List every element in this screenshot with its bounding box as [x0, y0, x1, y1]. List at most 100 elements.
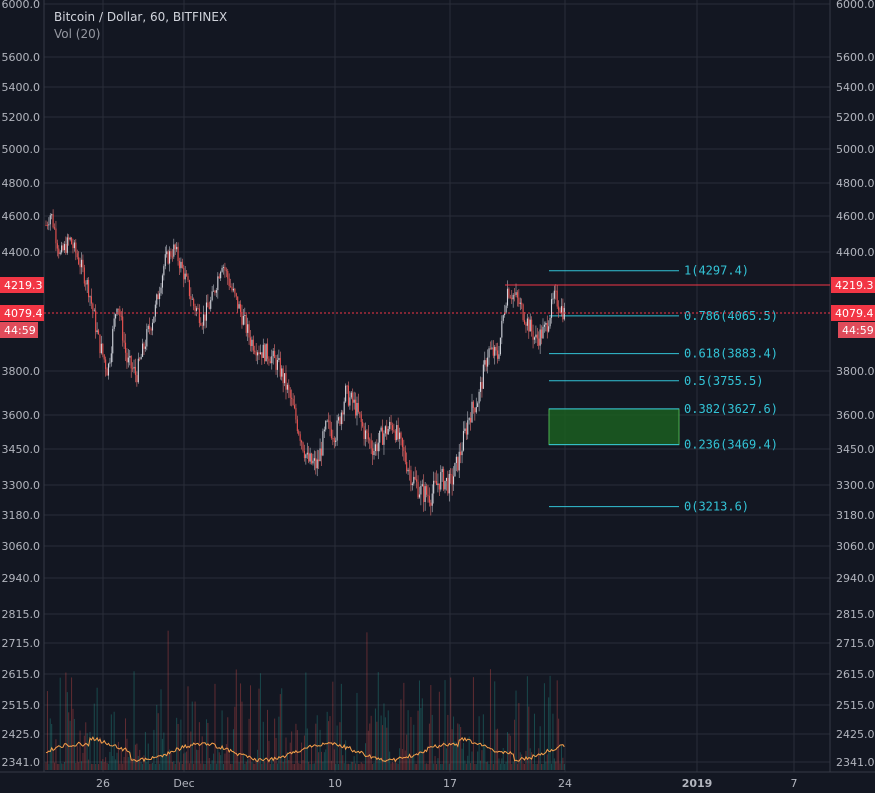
candle-body [220, 271, 222, 279]
volume-bar [543, 683, 545, 770]
candle-body [227, 270, 229, 279]
right-last-tag: 4079.4 [835, 307, 874, 320]
candle-body [123, 340, 125, 343]
volume-bar [238, 762, 240, 770]
volume-bar [367, 730, 369, 770]
candle-body [183, 267, 185, 280]
candle-body [266, 343, 269, 359]
candle-body [309, 453, 311, 462]
left-price-axis[interactable]: 6000.0 5600.0 5400.0 5200.0 5000.0 4800.0 4600… [2, 0, 41, 769]
volume-bar [237, 756, 239, 770]
volume-bar [66, 692, 68, 770]
candle-body [160, 287, 162, 294]
candle-body [213, 290, 215, 292]
candle-body [494, 346, 496, 356]
volume-bar [360, 762, 362, 770]
candle-body [450, 473, 452, 475]
volume-bar [88, 759, 90, 770]
candle-body [488, 348, 490, 358]
volume-bar [144, 731, 146, 770]
candle-body [523, 320, 526, 324]
volume-bar [299, 763, 301, 770]
y-tick-right-15: 2815.0 [836, 608, 875, 621]
volume-bar [444, 680, 446, 770]
volume-bar [535, 764, 537, 770]
volume-bar [498, 758, 500, 770]
candle-body [502, 315, 504, 321]
candle-body [61, 245, 63, 253]
candle-body [370, 440, 372, 449]
candle-body [377, 442, 379, 452]
candle-body [278, 357, 280, 361]
volume-bar [116, 752, 118, 770]
volume-bar [201, 736, 203, 770]
fibonacci-retracement[interactable]: 1(4297.4) 0.786(4065.5) 0.618(3883.4) 0.5(3… [549, 264, 778, 514]
volume-bar [541, 763, 543, 770]
volume-bar [267, 709, 269, 770]
candle-body [326, 420, 328, 422]
candle-body [391, 425, 394, 431]
candle-body [525, 323, 527, 326]
candle-body [461, 450, 463, 456]
volume-bar [461, 748, 463, 770]
volume-bar [492, 763, 494, 770]
volume-bar [546, 754, 548, 770]
candle-body [190, 296, 192, 299]
candle-body [396, 425, 398, 441]
candle-body [479, 382, 482, 392]
volume-bar [308, 761, 310, 770]
volume-bar [178, 762, 180, 770]
volume-bar [240, 683, 242, 770]
candle-body [427, 494, 429, 496]
volume-bar [187, 686, 189, 770]
volume-bar [433, 763, 435, 770]
volume-bar [223, 763, 224, 770]
candle-body [495, 346, 497, 351]
fib-zone[interactable] [548, 408, 680, 446]
fib-label-0.786: 0.786(4065.5) [684, 309, 778, 323]
volume-bar [438, 691, 440, 770]
candle-body [207, 302, 209, 308]
right-price-axis[interactable]: 6000.0 5600.0 5400.0 5200.0 5000.0 4800.0 4600… [836, 0, 875, 769]
volume-bar [193, 763, 195, 770]
volume-bar [82, 752, 84, 770]
volume-bar [312, 763, 314, 770]
volume-bar [281, 688, 283, 770]
volume-bar [448, 763, 450, 770]
time-axis[interactable]: 26 Dec 10 17 24 2019 7 [96, 777, 798, 790]
candle-body [134, 366, 137, 376]
candle-body [430, 502, 432, 506]
candle-body [228, 278, 230, 287]
volume-bar [301, 742, 303, 770]
volume-bar [333, 749, 335, 770]
volume-bar [401, 749, 403, 770]
volume-bar [147, 743, 149, 770]
volume-bar [370, 715, 372, 770]
candle-body [55, 228, 57, 244]
volume-bar [160, 689, 162, 770]
candle-body [100, 343, 102, 354]
fib-label-0.236: 0.236(3469.4) [684, 438, 778, 452]
candle-body [529, 319, 531, 332]
volume-bar [552, 713, 554, 770]
candle-body [433, 480, 435, 494]
candle-body [140, 356, 142, 360]
candle-body [191, 298, 193, 300]
candle-body [86, 279, 88, 285]
candle-body [132, 368, 134, 370]
candle-body [76, 253, 78, 258]
fib-label-0.618: 0.618(3883.4) [684, 347, 778, 361]
volume-bar [416, 763, 418, 770]
candle-body [103, 354, 105, 360]
volume-bar [488, 763, 490, 770]
candle-body [143, 343, 145, 349]
candle-body [284, 373, 286, 384]
candle-body [428, 495, 430, 503]
volume-bar [533, 713, 535, 770]
y-tick-left-4: 5000.0 [2, 143, 41, 156]
x-tick-2: 10 [328, 777, 342, 790]
volume-bar [176, 717, 178, 770]
volume-bar [409, 758, 411, 770]
candle-body [522, 304, 524, 321]
